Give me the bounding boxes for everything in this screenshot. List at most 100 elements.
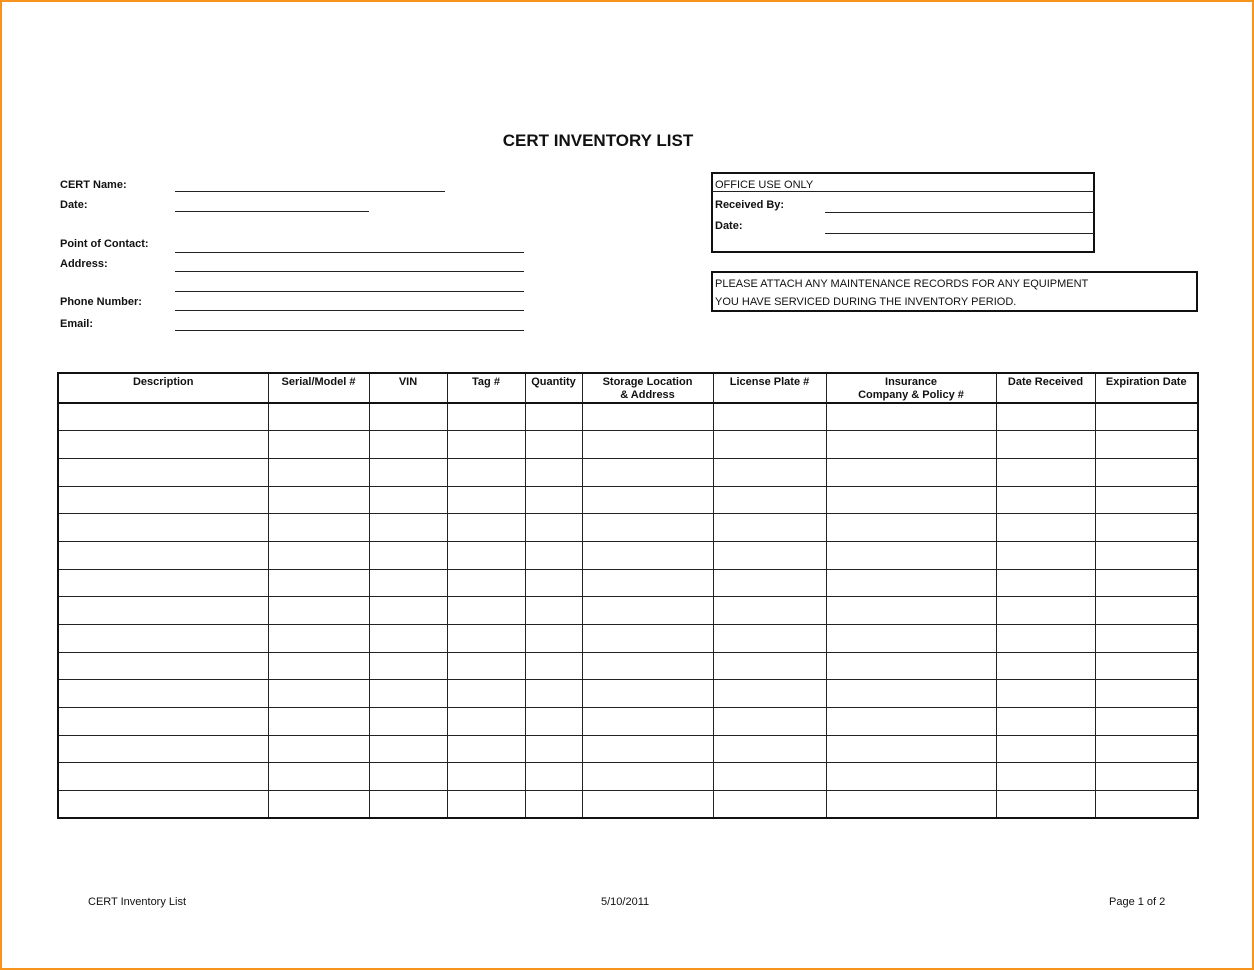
table-cell[interactable] xyxy=(712,707,827,736)
table-cell[interactable] xyxy=(267,624,370,653)
table-cell[interactable] xyxy=(524,540,583,570)
table-cell[interactable] xyxy=(825,624,997,653)
table-cell[interactable] xyxy=(825,402,997,432)
table-cell[interactable] xyxy=(524,402,583,432)
table-cell[interactable] xyxy=(57,430,269,459)
table-cell[interactable] xyxy=(267,485,370,515)
table-cell[interactable] xyxy=(57,679,269,709)
table-cell[interactable] xyxy=(825,568,997,598)
table-cell[interactable] xyxy=(267,707,370,736)
table-cell[interactable] xyxy=(446,568,526,598)
table-cell[interactable] xyxy=(712,540,827,570)
table-cell[interactable] xyxy=(825,540,997,570)
table-cell[interactable] xyxy=(581,734,714,764)
table-cell[interactable] xyxy=(368,596,448,625)
table-cell[interactable] xyxy=(524,624,583,653)
table-cell[interactable] xyxy=(581,540,714,570)
table-cell[interactable] xyxy=(57,457,269,487)
table-cell[interactable] xyxy=(712,485,827,515)
table-cell[interactable] xyxy=(995,457,1096,487)
table-cell[interactable] xyxy=(57,651,269,681)
table-cell[interactable] xyxy=(995,624,1096,653)
table-cell[interactable] xyxy=(267,734,370,764)
table-cell[interactable] xyxy=(581,402,714,432)
table-cell[interactable] xyxy=(446,734,526,764)
table-cell[interactable] xyxy=(712,790,827,819)
table-cell[interactable] xyxy=(524,790,583,819)
table-cell[interactable] xyxy=(368,513,448,542)
table-cell[interactable] xyxy=(995,540,1096,570)
table-cell[interactable] xyxy=(524,596,583,625)
table-cell[interactable] xyxy=(995,596,1096,625)
table-cell[interactable] xyxy=(825,485,997,515)
table-cell[interactable] xyxy=(524,485,583,515)
table-cell[interactable] xyxy=(1094,485,1199,515)
table-cell[interactable] xyxy=(825,651,997,681)
table-cell[interactable] xyxy=(267,596,370,625)
table-cell[interactable] xyxy=(57,734,269,764)
table-cell[interactable] xyxy=(1094,513,1199,542)
table-cell[interactable] xyxy=(267,651,370,681)
table-cell[interactable] xyxy=(1094,402,1199,432)
date-field[interactable] xyxy=(175,211,369,212)
table-cell[interactable] xyxy=(995,651,1096,681)
table-cell[interactable] xyxy=(267,402,370,432)
table-cell[interactable] xyxy=(368,485,448,515)
table-cell[interactable] xyxy=(446,596,526,625)
table-cell[interactable] xyxy=(446,624,526,653)
table-cell[interactable] xyxy=(368,707,448,736)
table-cell[interactable] xyxy=(1094,707,1199,736)
table-cell[interactable] xyxy=(825,790,997,819)
table-cell[interactable] xyxy=(57,790,269,819)
table-cell[interactable] xyxy=(825,513,997,542)
table-cell[interactable] xyxy=(995,734,1096,764)
table-cell[interactable] xyxy=(267,513,370,542)
table-cell[interactable] xyxy=(368,624,448,653)
table-cell[interactable] xyxy=(995,707,1096,736)
table-cell[interactable] xyxy=(581,513,714,542)
table-cell[interactable] xyxy=(712,430,827,459)
table-cell[interactable] xyxy=(368,679,448,709)
table-cell[interactable] xyxy=(524,430,583,459)
table-cell[interactable] xyxy=(446,513,526,542)
table-cell[interactable] xyxy=(825,679,997,709)
phone-field[interactable] xyxy=(175,310,524,311)
office-date-field[interactable] xyxy=(825,233,1094,234)
table-cell[interactable] xyxy=(1094,540,1199,570)
table-cell[interactable] xyxy=(368,457,448,487)
table-cell[interactable] xyxy=(712,651,827,681)
table-cell[interactable] xyxy=(524,707,583,736)
table-cell[interactable] xyxy=(1094,568,1199,598)
table-cell[interactable] xyxy=(1094,762,1199,792)
table-cell[interactable] xyxy=(267,679,370,709)
cert-name-field[interactable] xyxy=(175,191,445,192)
table-cell[interactable] xyxy=(368,790,448,819)
table-cell[interactable] xyxy=(267,457,370,487)
table-cell[interactable] xyxy=(524,568,583,598)
address-field-2[interactable] xyxy=(175,291,524,292)
table-cell[interactable] xyxy=(581,651,714,681)
table-cell[interactable] xyxy=(267,430,370,459)
table-cell[interactable] xyxy=(581,762,714,792)
table-cell[interactable] xyxy=(712,679,827,709)
table-cell[interactable] xyxy=(368,568,448,598)
table-cell[interactable] xyxy=(995,485,1096,515)
table-cell[interactable] xyxy=(712,402,827,432)
table-cell[interactable] xyxy=(368,430,448,459)
table-cell[interactable] xyxy=(825,596,997,625)
table-cell[interactable] xyxy=(368,651,448,681)
table-cell[interactable] xyxy=(368,734,448,764)
table-cell[interactable] xyxy=(825,762,997,792)
table-cell[interactable] xyxy=(995,402,1096,432)
table-cell[interactable] xyxy=(446,790,526,819)
table-cell[interactable] xyxy=(1094,457,1199,487)
table-cell[interactable] xyxy=(995,679,1096,709)
table-cell[interactable] xyxy=(581,707,714,736)
table-cell[interactable] xyxy=(57,762,269,792)
table-cell[interactable] xyxy=(57,624,269,653)
table-cell[interactable] xyxy=(524,651,583,681)
table-cell[interactable] xyxy=(524,762,583,792)
table-cell[interactable] xyxy=(57,707,269,736)
table-cell[interactable] xyxy=(581,457,714,487)
table-cell[interactable] xyxy=(825,430,997,459)
